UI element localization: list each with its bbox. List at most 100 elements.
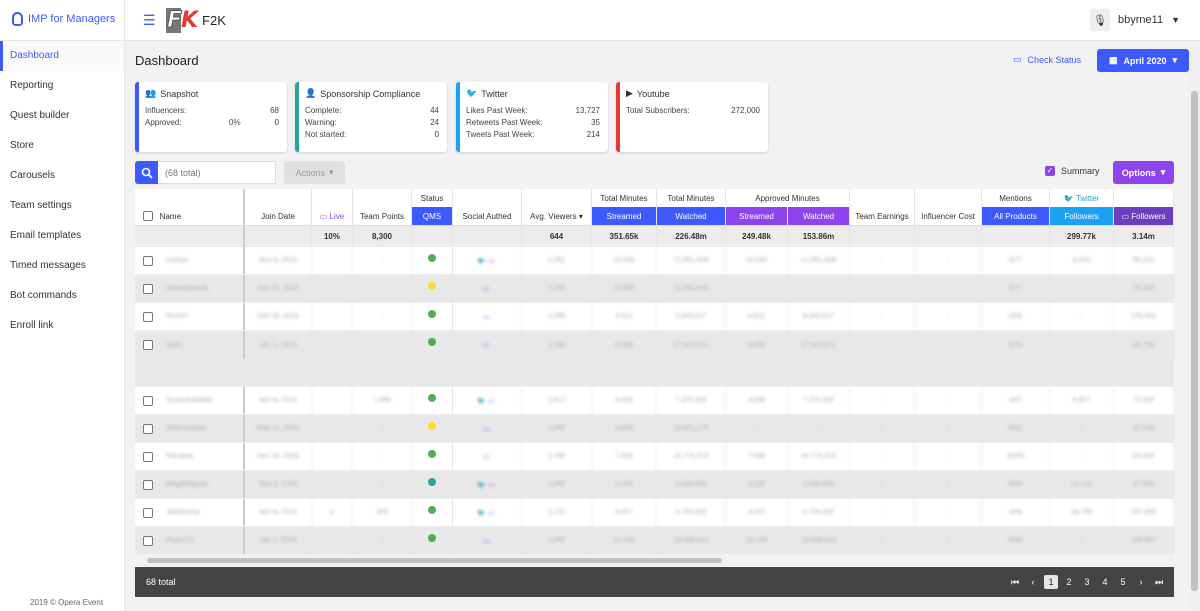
streamed-column-header[interactable]: Streamed bbox=[592, 207, 657, 225]
cost-cell: - bbox=[915, 247, 982, 274]
table-row[interactable]: Fleridass Dec 26, 2018- ▭ 1,196 7,099 16,775,… bbox=[135, 443, 1174, 471]
page-4-button[interactable]: 4 bbox=[1102, 577, 1108, 587]
table-row[interactable]: Jodin Jan 1, 2019- ▭ 1,060 9,605 17,619,071 9,… bbox=[135, 331, 1174, 387]
page-3-button[interactable]: 3 bbox=[1084, 577, 1090, 587]
influencer-name[interactable]: lookswecords bbox=[166, 285, 209, 292]
page-1-button[interactable]: 1 bbox=[1044, 575, 1058, 589]
viewers-cell: 1,131 bbox=[522, 499, 592, 526]
influencer-name[interactable]: Fleridass bbox=[166, 453, 195, 460]
date-picker-button[interactable]: ▦ April 2020 ▾ bbox=[1097, 49, 1189, 72]
sidebar-item-dashboard[interactable]: Dashboard bbox=[0, 41, 124, 71]
social-authed-column-header[interactable]: Social Authed bbox=[453, 207, 522, 225]
twitch-followers-column-header[interactable]: ▭ Followers bbox=[1114, 207, 1174, 225]
watched-cell: 17,619,071 bbox=[657, 331, 726, 359]
vertical-scrollbar[interactable] bbox=[1189, 41, 1200, 611]
team-earnings-column-header[interactable]: Team Earnings bbox=[850, 207, 915, 225]
table-row[interactable]: PoliesTV Jan 1, 2019- ▭ 1,060 10,130 19,588,0… bbox=[135, 527, 1174, 555]
influencer-name[interactable]: Rexi37 bbox=[166, 313, 188, 320]
row-checkbox[interactable] bbox=[143, 255, 153, 266]
horizontal-scrollbar[interactable] bbox=[135, 556, 1174, 565]
influencer-name[interactable]: cristopi bbox=[166, 257, 189, 264]
live-column-header[interactable]: ▭ Live bbox=[312, 207, 353, 225]
snapshot-card: 👥 Snapshot Influencers: 68 Approved: 0% 0 bbox=[135, 82, 287, 152]
table-row[interactable]: lookswecords Jan 20, 2020 - ▭ 2,054 10,035 21,… bbox=[135, 275, 1174, 303]
influencer-name[interactable]: Jeffmoryland bbox=[166, 425, 206, 432]
row-checkbox[interactable] bbox=[143, 535, 153, 546]
awa-cell: 16,775,213 bbox=[788, 443, 850, 470]
twitter-followers-column-header[interactable]: Followers bbox=[1050, 207, 1114, 225]
influencer-name[interactable]: JilledIneria bbox=[166, 509, 200, 516]
table-group-header: Status Total Minutes Total Minutes Appro… bbox=[135, 189, 1174, 207]
watched-column-header[interactable]: Watched bbox=[657, 207, 726, 225]
qms-column-header[interactable]: QMS bbox=[412, 207, 453, 225]
sidebar-item-timed-messages[interactable]: Timed messages bbox=[10, 260, 86, 271]
scrollbar-thumb[interactable] bbox=[1191, 91, 1198, 591]
card-label: Retweets Past Week: bbox=[466, 118, 543, 127]
row-checkbox[interactable] bbox=[143, 479, 153, 490]
user-menu[interactable]: 🎙 bbyrne11 ▼ bbox=[1090, 9, 1180, 31]
ftv-cell: 64,049 bbox=[1114, 443, 1174, 470]
points-cell: 305 bbox=[353, 499, 412, 526]
sidebar-item-reporting[interactable]: Reporting bbox=[10, 80, 54, 91]
page-5-button[interactable]: 5 bbox=[1120, 577, 1126, 587]
row-checkbox[interactable] bbox=[143, 507, 153, 518]
twitch-icon: ▭ bbox=[319, 211, 330, 221]
qms-status-dot bbox=[428, 338, 436, 346]
table-row[interactable]: Jeffmoryland May 12, 2019 - ▭ 1,060 3,699 10,0… bbox=[135, 415, 1174, 443]
sidebar-item-quest-builder[interactable]: Quest builder bbox=[10, 110, 70, 121]
name-column-header[interactable]: Name bbox=[135, 207, 245, 225]
total-count: 68 total bbox=[146, 577, 176, 587]
table-row[interactable]: cristopi Nov 9, 2019- 🐦 ▭ 2,091 10,045 21,651,… bbox=[135, 247, 1174, 275]
row-checkbox[interactable] bbox=[143, 311, 153, 322]
sidebar-item-store[interactable]: Store bbox=[10, 140, 34, 151]
summary-twitter-followers: 299.77k bbox=[1050, 226, 1114, 247]
row-checkbox[interactable] bbox=[143, 340, 153, 350]
table-row[interactable]: DuskyArdeMitz Nov 9, 2019 1,090 🐦 ▭ 1,617 4,09… bbox=[135, 387, 1174, 415]
sidebar-item-bot-commands[interactable]: Bot commands bbox=[10, 290, 77, 301]
summary-toggle[interactable]: ✓ Summary bbox=[1045, 166, 1100, 176]
page-2-button[interactable]: 2 bbox=[1066, 577, 1072, 587]
streamed-cell: 3,226 bbox=[592, 471, 657, 498]
avg-viewers-column-header[interactable]: Avg. Viewers ▾ bbox=[522, 207, 592, 225]
brand[interactable]: IMP for Managers bbox=[12, 12, 115, 26]
scrollbar-thumb[interactable] bbox=[147, 558, 722, 563]
all-products-column-header[interactable]: All Products bbox=[982, 207, 1050, 225]
row-checkbox[interactable] bbox=[143, 283, 153, 294]
sidebar-item-team-settings[interactable]: Team settings bbox=[10, 200, 72, 211]
sidebar-item-email-templates[interactable]: Email templates bbox=[10, 230, 82, 241]
influencer-name[interactable]: DuskyArdeMitz bbox=[166, 397, 214, 404]
influencer-name[interactable]: PoliesTV bbox=[166, 537, 195, 544]
menu-icon[interactable]: ☰ bbox=[143, 12, 156, 28]
table-row[interactable]: Rexi37 Feb 28, 2019- ▭ 1,090 4,612 9,345,517 4… bbox=[135, 303, 1174, 331]
check-status-link[interactable]: ▭ Check Status bbox=[1013, 54, 1081, 65]
sidebar-item-carousels[interactable]: Carousels bbox=[10, 170, 56, 181]
select-all-checkbox[interactable] bbox=[143, 211, 153, 221]
row-checkbox[interactable] bbox=[143, 395, 153, 406]
first-page-icon[interactable]: ⏮ bbox=[1010, 577, 1020, 587]
last-page-icon[interactable]: ⏭ bbox=[1154, 577, 1164, 587]
approved-streamed-column-header[interactable]: Streamed bbox=[726, 207, 788, 225]
next-page-icon[interactable]: › bbox=[1139, 577, 1143, 587]
search-input[interactable] bbox=[158, 161, 276, 184]
join-cell: Feb 28, 2019 bbox=[245, 303, 312, 330]
actions-dropdown[interactable]: Actions ▾ bbox=[284, 161, 345, 184]
influencer-name[interactable]: MegaMrgona bbox=[166, 481, 208, 488]
earn-cell: - bbox=[850, 527, 915, 554]
search-button[interactable] bbox=[135, 161, 158, 184]
prev-page-icon[interactable]: ‹ bbox=[1031, 577, 1035, 587]
options-dropdown[interactable]: Options ▾ bbox=[1113, 161, 1174, 184]
checkbox-checked-icon[interactable]: ✓ bbox=[1045, 166, 1055, 176]
ment-cell: 05/55 bbox=[982, 443, 1050, 470]
row-checkbox[interactable] bbox=[143, 451, 153, 462]
approved-watched-column-header[interactable]: Watched bbox=[788, 207, 850, 225]
twitch-icon: ▭ bbox=[488, 397, 495, 405]
influencer-name[interactable]: Jodin bbox=[166, 341, 183, 349]
sidebar-item-enroll-link[interactable]: Enroll link bbox=[10, 320, 54, 331]
streamed-cell: 4,612 bbox=[592, 303, 657, 330]
table-row[interactable]: JilledIneria Nov 9, 2019 ✓ 305 🐦 ▭ 1,131 4,207 4… bbox=[135, 499, 1174, 527]
join-date-column-header[interactable]: Join Date bbox=[245, 207, 312, 225]
table-row[interactable]: MegaMrgona Nov 9, 2019- 🐦 ▭ 1,060 3,226 5,338,… bbox=[135, 471, 1174, 499]
team-points-column-header[interactable]: Team Points bbox=[353, 207, 412, 225]
row-checkbox[interactable] bbox=[143, 423, 153, 434]
influencer-cost-column-header[interactable]: Influencer Cost bbox=[915, 207, 982, 225]
